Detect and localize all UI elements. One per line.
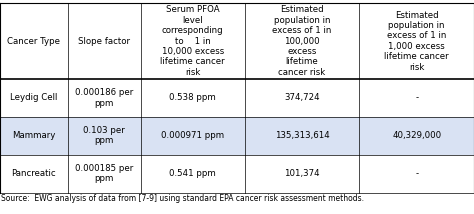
Text: 40,329,000: 40,329,000 [392,131,441,140]
Text: -: - [415,93,418,103]
Text: 135,313,614: 135,313,614 [275,131,329,140]
Bar [0,117,474,155]
Text: 101,374: 101,374 [284,169,320,178]
Text: 0.538 ppm: 0.538 ppm [169,93,216,103]
Text: 374,724: 374,724 [284,93,320,103]
Text: 0.541 ppm: 0.541 ppm [169,169,216,178]
Text: Estimated
population in
excess of 1 in
100,000
excess
lifetime
cancer risk: Estimated population in excess of 1 in 1… [273,5,332,77]
Text: 0.000186 per
ppm: 0.000186 per ppm [75,88,133,108]
Bar [0,155,474,193]
Text: Leydig Cell: Leydig Cell [10,93,57,103]
Text: 0.103 per
ppm: 0.103 per ppm [83,126,125,146]
Text: Source:  EWG analysis of data from [7-9] using standard EPA cancer risk assessme: Source: EWG analysis of data from [7-9] … [1,194,364,203]
Text: Slope factor: Slope factor [78,37,130,46]
Text: Serum PFOA
level
corresponding
to    1 in
10,000 excess
lifetime cancer
risk: Serum PFOA level corresponding to 1 in 1… [160,5,225,77]
Text: Cancer Type: Cancer Type [8,37,60,46]
Text: Estimated
population in
excess of 1 in
1,000 excess
lifetime cancer
risk: Estimated population in excess of 1 in 1… [384,10,449,72]
Bar [0,79,474,117]
Text: Pancreatic: Pancreatic [11,169,56,178]
Bar [0,3,474,79]
Text: Mammary: Mammary [12,131,55,140]
Text: 0.000971 ppm: 0.000971 ppm [161,131,224,140]
Text: -: - [415,169,418,178]
Text: 0.000185 per
ppm: 0.000185 per ppm [75,164,133,183]
